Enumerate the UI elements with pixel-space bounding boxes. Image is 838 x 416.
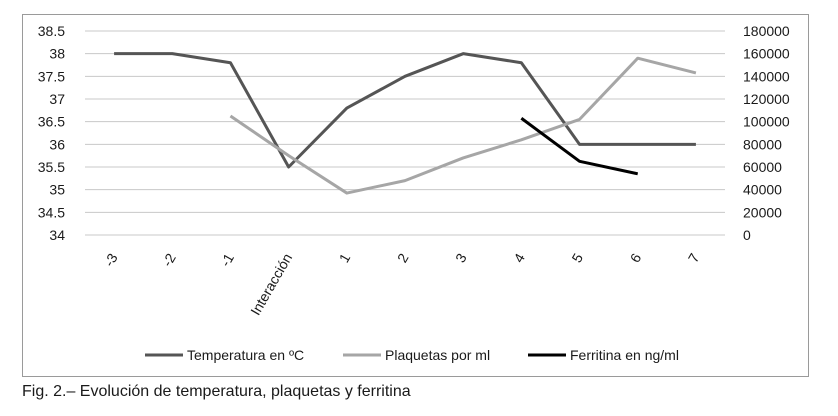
- x-tick-label: -3: [101, 250, 121, 269]
- y-right-tick-label: 20000: [743, 204, 782, 220]
- y-right-tick-label: 180000: [743, 23, 790, 39]
- legend-label: Plaquetas por ml: [385, 347, 490, 363]
- series-line-1: [229, 56, 697, 195]
- y-left-tick-label: 34.5: [38, 204, 65, 220]
- y-left-tick-label: 37: [49, 91, 65, 107]
- series-line-2: [520, 117, 639, 176]
- series-line-0: [114, 52, 696, 169]
- x-tick-label: 5: [568, 250, 586, 265]
- x-tick-label: 6: [627, 250, 645, 265]
- x-tick-label: 3: [452, 250, 470, 265]
- chart-frame: 34 34.5 35 35.5 36 36.5 37 37.5 38 38.5 0 20000 4000…: [22, 14, 809, 377]
- x-tick-label: -1: [217, 250, 237, 269]
- x-tick-label: 7: [685, 250, 703, 265]
- y-right-tick-label: 80000: [743, 136, 782, 152]
- y-left-tick-label: 35: [49, 182, 65, 198]
- x-tick-label: 2: [394, 250, 412, 265]
- figure-caption: Fig. 2.– Evolución de temperatura, plaqu…: [22, 383, 411, 400]
- y-left-tick-label: 36.5: [38, 114, 65, 130]
- legend-label: Temperatura en ºC: [187, 347, 304, 363]
- y-right-tick-label: 100000: [743, 114, 790, 130]
- y-left-tick-label: 37.5: [38, 68, 65, 84]
- y-right-tick-label: 160000: [743, 46, 790, 62]
- line-chart: 3434.53535.53636.53737.53838.50200004000…: [38, 23, 790, 363]
- x-tick-label: Interacción: [247, 251, 295, 318]
- y-right-tick-label: 120000: [743, 91, 790, 107]
- y-right-tick-label: 0: [743, 227, 751, 243]
- y-left-tick-label: 35.5: [38, 159, 65, 175]
- y-left-tick-label: 38: [49, 46, 65, 62]
- legend-label: Ferritina en ng/ml: [570, 347, 679, 363]
- y-right-tick-label: 40000: [743, 182, 782, 198]
- x-tick-label: -2: [159, 250, 179, 269]
- y-left-tick-label: 36: [49, 136, 65, 152]
- x-tick-label: 1: [336, 250, 354, 265]
- y-left-tick-label: 38.5: [38, 23, 65, 39]
- y-right-tick-label: 140000: [743, 68, 790, 84]
- x-tick-label: 4: [510, 250, 528, 265]
- y-right-tick-label: 60000: [743, 159, 782, 175]
- y-left-tick-label: 34: [49, 227, 65, 243]
